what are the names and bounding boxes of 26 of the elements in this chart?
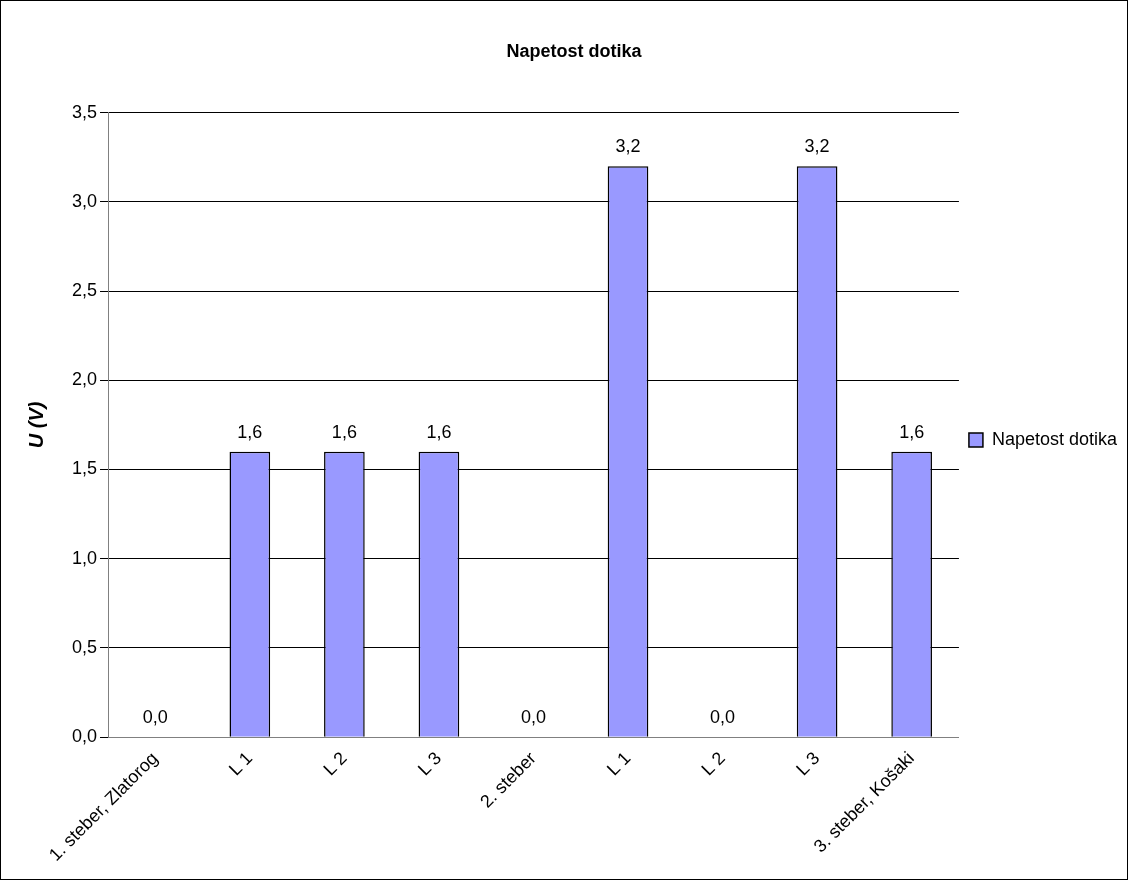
data-label: 1,6 bbox=[899, 421, 925, 442]
x-tick-label: L 3 bbox=[413, 747, 446, 780]
x-tick-label: L 1 bbox=[602, 747, 635, 780]
x-tick-label: L 1 bbox=[224, 747, 257, 780]
x-tick-label: L 2 bbox=[697, 747, 729, 780]
y-tick-label: 0,5 bbox=[71, 636, 98, 657]
y-tick-label: 1,5 bbox=[71, 458, 98, 479]
legend-label: Napetost dotika bbox=[991, 428, 1118, 449]
y-tick-label: 2,5 bbox=[71, 280, 98, 301]
x-tick-label: L 3 bbox=[792, 747, 824, 780]
y-tick-label: 2,0 bbox=[71, 369, 98, 390]
data-label: 3,2 bbox=[615, 136, 641, 157]
y-axis-title: U (V) bbox=[24, 401, 47, 449]
data-label: 1,6 bbox=[331, 421, 357, 442]
data-label: 0,0 bbox=[142, 707, 168, 728]
data-label: 1,6 bbox=[426, 421, 452, 442]
data-label: 3,2 bbox=[804, 136, 830, 157]
data-label: 0,0 bbox=[520, 707, 546, 728]
y-tick-label: 3,5 bbox=[71, 101, 98, 122]
y-tick-label: 0,0 bbox=[71, 726, 98, 747]
data-label: 0,0 bbox=[710, 707, 736, 728]
y-tick-label: 1,0 bbox=[71, 547, 98, 568]
chart-title: Napetost dotika bbox=[506, 40, 643, 61]
data-label: 1,6 bbox=[237, 421, 263, 442]
y-tick-label: 3,0 bbox=[71, 190, 98, 211]
x-tick-label: L 2 bbox=[319, 747, 351, 780]
